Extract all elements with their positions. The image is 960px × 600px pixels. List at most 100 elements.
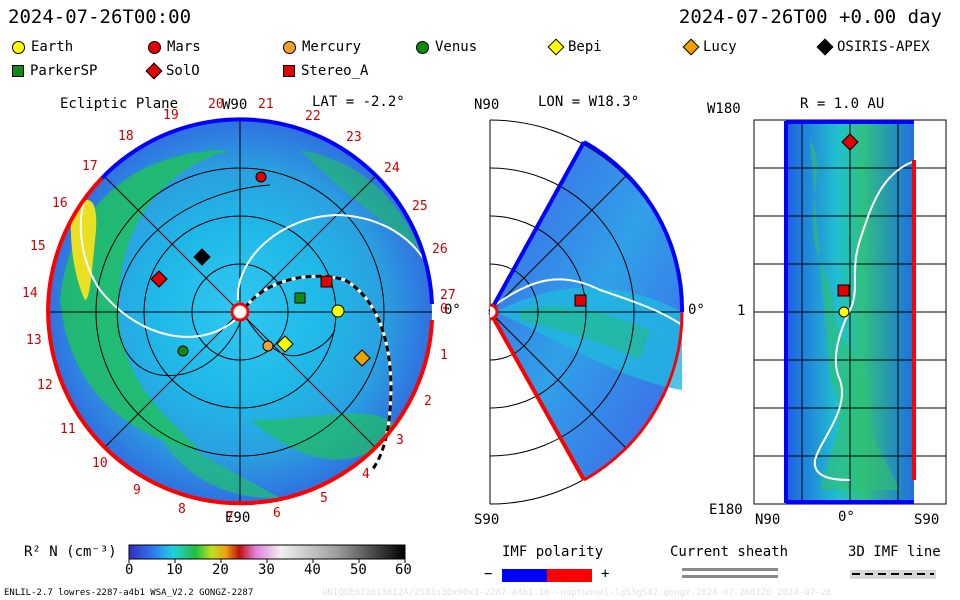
carrington-22: 22 (305, 109, 321, 124)
circle-marker-icon (12, 40, 25, 54)
radial-plot (753, 119, 947, 505)
colorbar-tick: 10 (166, 562, 183, 578)
carrington-16: 16 (52, 196, 68, 211)
legend-venus: Venus (416, 39, 477, 55)
ecliptic-lat: LAT = -2.2° (312, 94, 405, 110)
legend-label: Lucy (703, 39, 737, 55)
square-marker-icon (283, 65, 295, 77)
carrington-26: 26 (432, 242, 448, 257)
mars-marker-icon (255, 171, 267, 183)
carrington-11: 11 (60, 422, 76, 437)
imf-line-sample (850, 570, 936, 579)
parkersp-marker-icon (294, 292, 306, 304)
circle-marker-icon (416, 40, 429, 54)
carrington-3: 3 (396, 433, 404, 448)
legend-label: Mars (167, 39, 201, 55)
legend-label: Stereo_A (301, 63, 369, 79)
carrington-18: 18 (118, 129, 134, 144)
legend-label: SolO (166, 63, 200, 79)
carrington-17: 17 (82, 159, 98, 174)
carrington-21: 21 (258, 97, 274, 112)
colorbar-tick: 40 (304, 562, 321, 578)
imf-minus: − (484, 566, 493, 582)
carrington-12: 12 (37, 378, 53, 393)
legend-solo: SolO (145, 62, 200, 80)
solo-marker-icon (841, 133, 859, 151)
carrington-15: 15 (30, 239, 46, 254)
ecliptic-title: Ecliptic Plane (60, 96, 179, 112)
timestamp-right: 2024-07-26T00 +0.00 day (678, 6, 942, 28)
meridional-n90: N90 (474, 97, 500, 113)
lucy-marker-icon (353, 349, 371, 367)
imf-polarity-title: IMF polarity (502, 544, 604, 560)
imf-plus: + (601, 566, 610, 582)
carrington-8: 8 (178, 502, 186, 517)
legend-parkersp: ParkerSP (12, 63, 97, 79)
stereo-a-marker-icon (320, 275, 333, 288)
colorbar-tick: 30 (258, 562, 275, 578)
colorbar-tick: 50 (350, 562, 367, 578)
ecliptic-plane-plot (46, 117, 434, 506)
carrington-13: 13 (26, 333, 42, 348)
earth-marker-icon (838, 306, 850, 318)
meridional-zero: 0° (688, 302, 705, 318)
ecliptic-zero: 0° (444, 302, 461, 318)
legend-earth: Earth (12, 39, 73, 55)
meridional-s90: S90 (474, 512, 500, 528)
colorbar-tick: 0 (125, 562, 134, 578)
colorbar-tick: 20 (212, 562, 229, 578)
solo-marker-icon (150, 270, 168, 288)
carrington-6: 6 (273, 506, 281, 521)
footer-right: UNIQUE072615812A/2581s30x90x1-2287-a4b1.… (322, 588, 832, 598)
stereo-a-marker-icon (837, 284, 850, 297)
carrington-27: 27 (440, 288, 456, 303)
circle-marker-icon (283, 40, 296, 54)
current-sheath-sample (682, 568, 778, 578)
carrington-5: 5 (320, 491, 328, 506)
venus-marker-icon (177, 345, 189, 357)
carrington-7: 7 (226, 510, 234, 525)
carrington-2: 2 (424, 394, 432, 409)
carrington-19: 19 (163, 108, 179, 123)
radial-zero: 0° (838, 509, 855, 525)
colorbar-label: R² N (cm⁻³) (24, 544, 117, 560)
legend-label: ParkerSP (30, 63, 98, 79)
imf-polarity-bar (502, 569, 592, 582)
legend-lucy: Lucy (682, 38, 737, 56)
legend-stereo-a: Stereo_A (283, 63, 368, 79)
earth-marker-icon (331, 304, 345, 318)
carrington-9: 9 (133, 483, 141, 498)
radial-w180: W180 (707, 101, 741, 117)
footer-left: ENLIL-2.7 lowres-2287-a4b1 WSA_V2.2 GONG… (4, 588, 254, 598)
radial-e180: E180 (709, 502, 743, 518)
ecliptic-e90: E90 (225, 510, 251, 526)
legend-label: Earth (31, 39, 74, 55)
meridional-lon: LON = W18.3° (538, 94, 640, 110)
mercury-marker-icon (262, 340, 274, 352)
carrington-20: 20 (208, 97, 224, 112)
carrington-4: 4 (362, 467, 370, 482)
stereo-a-marker-icon (574, 294, 587, 307)
circle-marker-icon (148, 40, 161, 54)
timestamp-left: 2024-07-26T00:00 (8, 6, 192, 28)
carrington-0: 0 (440, 302, 448, 317)
ecliptic-w90: W90 (222, 97, 248, 113)
legend-label: Bepi (568, 39, 602, 55)
radial-s90: S90 (914, 512, 940, 528)
osiris-apex-marker-icon (193, 248, 211, 266)
colorbar (128, 544, 406, 563)
legend-label: Venus (435, 39, 478, 55)
square-marker-icon (12, 65, 24, 77)
imf3d-title: 3D IMF line (848, 544, 941, 560)
carrington-1: 1 (440, 348, 448, 363)
radial-r: R = 1.0 AU (800, 96, 885, 112)
legend-label: OSIRIS-APEX (837, 39, 930, 55)
carrington-23: 23 (346, 130, 362, 145)
legend-osiris-apex: OSIRIS-APEX (816, 38, 930, 56)
legend-label: Mercury (302, 39, 362, 55)
legend-mars: Mars (148, 39, 201, 55)
carrington-24: 24 (384, 161, 400, 176)
meridional-plane-plot (488, 119, 685, 505)
carrington-10: 10 (92, 456, 108, 471)
